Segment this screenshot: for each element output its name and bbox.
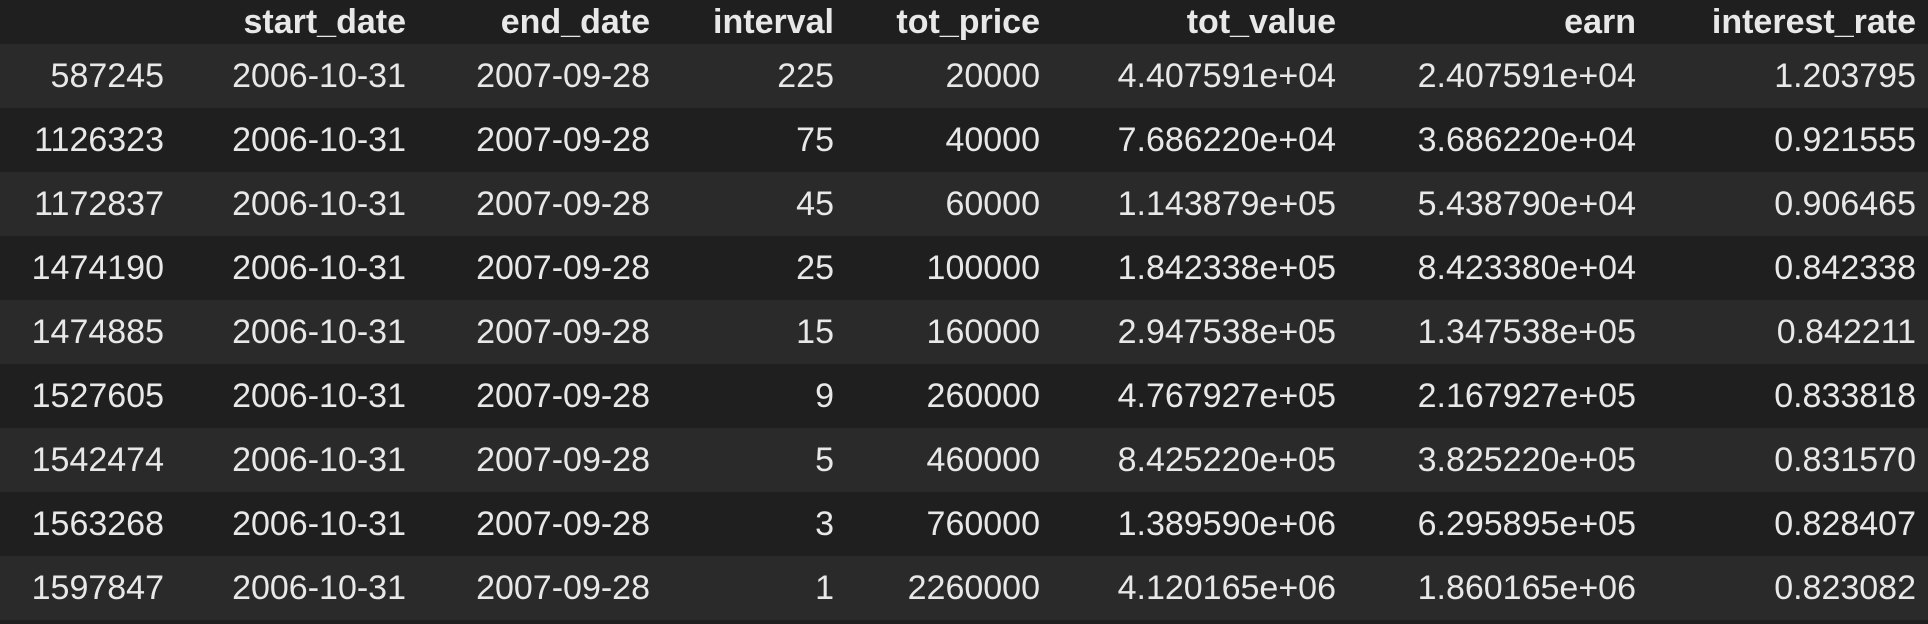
row-index: 1474885 [31, 313, 164, 351]
header-tot-value: tot_value [1186, 3, 1336, 41]
table-row: 1563268 2006-10-31 2007-09-28 3 760000 1… [0, 492, 1928, 556]
cell-earn: 3.825220e+05 [1417, 441, 1636, 479]
cell-end-date: 2007-09-28 [476, 377, 650, 415]
cell-interval: 5 [815, 441, 834, 479]
cell-tot-price: 460000 [926, 441, 1040, 479]
cell-end-date: 2007-09-28 [476, 313, 650, 351]
table-row: 1474190 2006-10-31 2007-09-28 25 100000 … [0, 236, 1928, 300]
cell-start-date: 2006-10-31 [232, 441, 406, 479]
cell-start-date: 2006-10-31 [232, 569, 406, 607]
cell-end-date: 2007-09-28 [476, 505, 650, 543]
cell-earn: 6.295895e+05 [1417, 505, 1636, 543]
cell-tot-price: 260000 [926, 377, 1040, 415]
header-end-date: end_date [500, 3, 650, 41]
cell-interest-rate: 0.833818 [1774, 377, 1916, 415]
cell-start-date: 2006-10-31 [232, 57, 406, 95]
cell-end-date: 2007-09-28 [476, 121, 650, 159]
cell-tot-value: 4.407591e+04 [1117, 57, 1336, 95]
cell-tot-price: 40000 [945, 121, 1040, 159]
row-index: 1542474 [31, 441, 164, 479]
cell-interest-rate: 0.828407 [1774, 505, 1916, 543]
table-row: 1474885 2006-10-31 2007-09-28 15 160000 … [0, 300, 1928, 364]
cell-interest-rate: 0.842211 [1776, 313, 1916, 351]
cell-interval: 15 [796, 313, 834, 351]
cell-tot-price: 760000 [926, 505, 1040, 543]
row-index: 1527605 [31, 377, 164, 415]
cell-tot-price: 60000 [945, 185, 1040, 223]
cell-tot-price: 20000 [945, 57, 1040, 95]
cell-interest-rate: 0.921555 [1774, 121, 1916, 159]
cell-start-date: 2006-10-31 [232, 313, 406, 351]
cell-end-date: 2007-09-28 [476, 57, 650, 95]
cell-tot-price: 160000 [926, 313, 1040, 351]
cell-tot-value: 7.686220e+04 [1117, 121, 1336, 159]
cell-tot-value: 8.425220e+05 [1117, 441, 1336, 479]
cell-start-date: 2006-10-31 [232, 505, 406, 543]
cell-earn: 1.347538e+05 [1417, 313, 1636, 351]
cell-interval: 25 [796, 249, 834, 287]
header-interval: interval [713, 3, 834, 41]
cell-tot-value: 2.947538e+05 [1117, 313, 1336, 351]
cell-earn: 1.860165e+06 [1417, 569, 1636, 607]
row-index: 1597847 [31, 569, 164, 607]
cell-interest-rate: 1.203795 [1774, 57, 1916, 95]
cell-interest-rate: 0.906465 [1774, 185, 1916, 223]
table-row: 587245 2006-10-31 2007-09-28 225 20000 4… [0, 44, 1928, 108]
cell-tot-price: 100000 [926, 249, 1040, 287]
table-header: start_date end_date interval tot_price t… [0, 0, 1928, 44]
table-row: 1542474 2006-10-31 2007-09-28 5 460000 8… [0, 428, 1928, 492]
row-index: 587245 [50, 57, 164, 95]
cell-tot-value: 1.143879e+05 [1117, 185, 1336, 223]
header-tot-price: tot_price [896, 3, 1040, 41]
cell-earn: 8.423380e+04 [1417, 249, 1636, 287]
cell-interest-rate: 0.823082 [1774, 569, 1916, 607]
header-index [0, 0, 176, 44]
cell-tot-value: 4.120165e+06 [1117, 569, 1336, 607]
cell-earn: 3.686220e+04 [1417, 121, 1636, 159]
header-interest-rate: interest_rate [1711, 3, 1916, 41]
header-start-date: start_date [243, 3, 406, 41]
cell-earn: 2.167927e+05 [1417, 377, 1636, 415]
cell-end-date: 2007-09-28 [476, 569, 650, 607]
row-index: 1563268 [31, 505, 164, 543]
cell-start-date: 2006-10-31 [232, 121, 406, 159]
cell-interval: 3 [815, 505, 834, 543]
cell-interval: 225 [777, 57, 834, 95]
cell-end-date: 2007-09-28 [476, 185, 650, 223]
cell-tot-value: 4.767927e+05 [1117, 377, 1336, 415]
cell-tot-value: 1.389590e+06 [1117, 505, 1336, 543]
cell-interval: 1 [815, 569, 834, 607]
row-index: 1172837 [34, 185, 164, 223]
cell-tot-value: 1.842338e+05 [1117, 249, 1336, 287]
row-index: 1474190 [31, 249, 164, 287]
header-earn: earn [1564, 3, 1636, 41]
cell-start-date: 2006-10-31 [232, 185, 406, 223]
cell-start-date: 2006-10-31 [232, 249, 406, 287]
cell-interest-rate: 0.831570 [1774, 441, 1916, 479]
cell-interval: 75 [796, 121, 834, 159]
row-index: 1126323 [34, 121, 164, 159]
cell-start-date: 2006-10-31 [232, 377, 406, 415]
cell-tot-price: 2260000 [907, 569, 1040, 607]
table-row: 1527605 2006-10-31 2007-09-28 9 260000 4… [0, 364, 1928, 428]
cell-interval: 45 [796, 185, 834, 223]
cell-end-date: 2007-09-28 [476, 441, 650, 479]
cell-end-date: 2007-09-28 [476, 249, 650, 287]
table-row: 1172837 2006-10-31 2007-09-28 45 60000 1… [0, 172, 1928, 236]
header-row: start_date end_date interval tot_price t… [0, 0, 1928, 44]
cell-interest-rate: 0.842338 [1774, 249, 1916, 287]
cell-earn: 5.438790e+04 [1417, 185, 1636, 223]
table-row: 1126323 2006-10-31 2007-09-28 75 40000 7… [0, 108, 1928, 172]
cell-earn: 2.407591e+04 [1417, 57, 1636, 95]
table-row: 1597847 2006-10-31 2007-09-28 1 2260000 … [0, 556, 1928, 620]
cell-interval: 9 [815, 377, 834, 415]
table-body: 587245 2006-10-31 2007-09-28 225 20000 4… [0, 44, 1928, 620]
